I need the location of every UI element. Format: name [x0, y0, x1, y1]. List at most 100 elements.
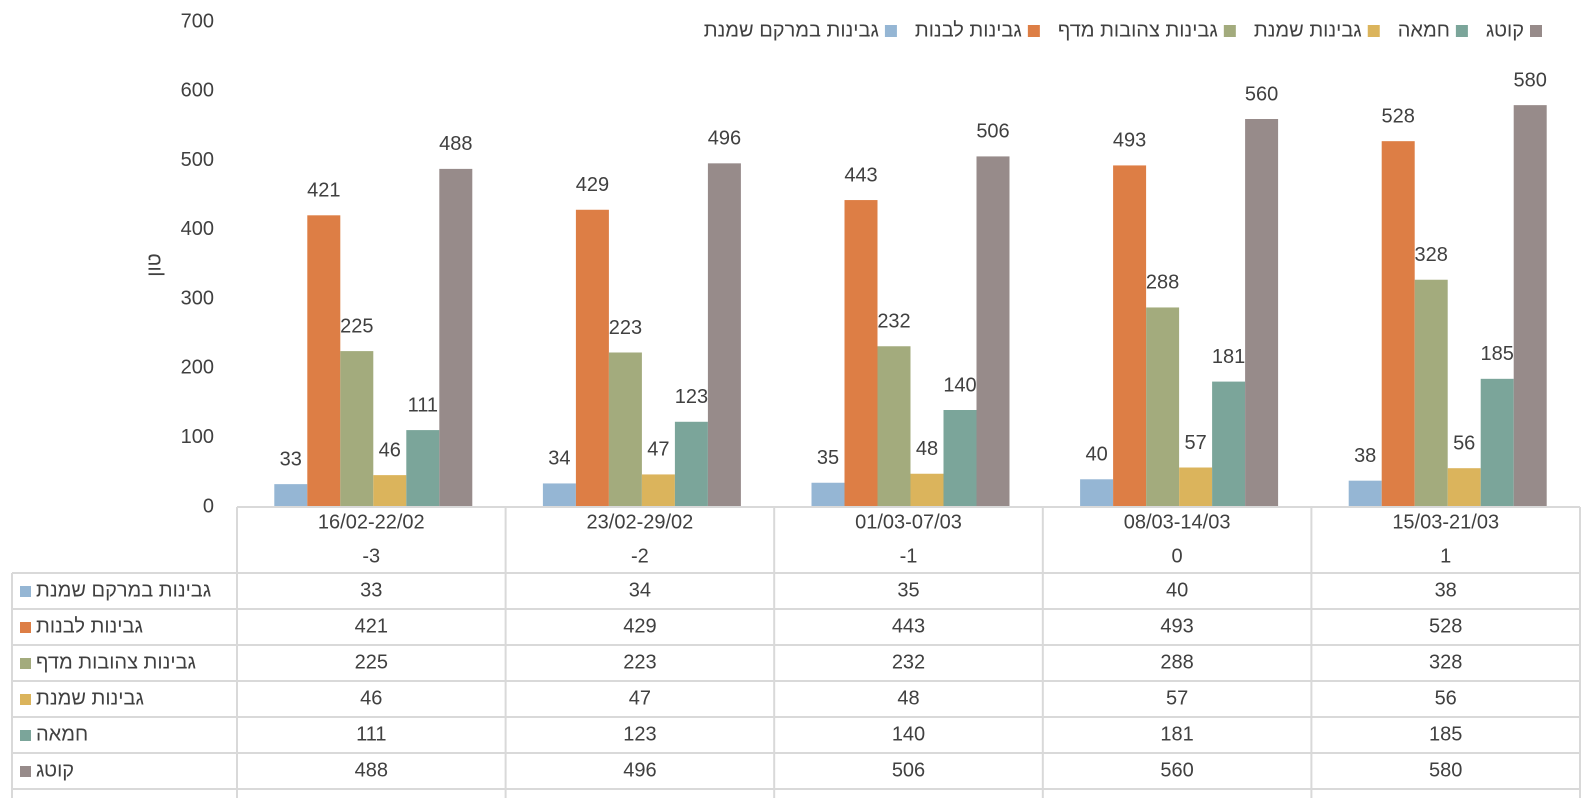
bar [811, 482, 845, 507]
data-label: 181 [1212, 346, 1245, 368]
legend-label: גבינות לבנות [915, 19, 1022, 41]
bar [1080, 479, 1114, 507]
y-axis-label: טון [143, 253, 165, 276]
x-tick-label: 01/03-07/03 [855, 511, 962, 533]
data-label: 506 [976, 121, 1009, 143]
table-cell: 57 [1166, 687, 1188, 709]
legend-label: גבינות צהובות מדף [1058, 19, 1218, 41]
data-label: 33 [280, 448, 302, 470]
bar [844, 200, 878, 508]
data-label: 57 [1184, 432, 1206, 454]
bar [910, 473, 944, 507]
data-label: 232 [877, 311, 910, 333]
table-cell: 429 [623, 615, 656, 637]
table-cell: 443 [892, 615, 925, 637]
bar [641, 474, 675, 507]
table-cell: 40 [1166, 579, 1188, 601]
legend-key [884, 25, 897, 37]
legend-key [20, 694, 31, 705]
legend-key [20, 658, 31, 669]
data-label: 140 [943, 374, 976, 396]
row-label: גבינות במרקם שמנת [36, 579, 211, 601]
table-cell: 580 [1429, 759, 1462, 781]
y-tick-label: 400 [181, 218, 214, 240]
x-tick-label: 23/02-29/02 [587, 511, 694, 533]
bar [406, 430, 440, 507]
data-label: 123 [675, 386, 708, 408]
table-cell: 223 [623, 651, 656, 673]
week-label: 1 [1440, 545, 1451, 567]
bar [877, 346, 911, 507]
legend-key [20, 586, 31, 597]
x-tick-label: 16/02-22/02 [318, 511, 425, 533]
bar [1113, 165, 1147, 507]
legend-label: חמאה [1398, 19, 1450, 41]
table-cell: 506 [892, 759, 925, 781]
bar [608, 352, 642, 507]
bar [976, 156, 1010, 507]
table-cell: 232 [892, 651, 925, 673]
table-cell: 38 [1435, 579, 1457, 601]
bar [1513, 105, 1547, 508]
bar [1212, 381, 1246, 507]
table-cell: 47 [629, 687, 651, 709]
bar [439, 168, 473, 507]
data-label: 225 [340, 315, 373, 337]
data-label: 56 [1453, 432, 1475, 454]
data-label: 560 [1245, 83, 1278, 105]
table-cell: 111 [356, 723, 386, 745]
table-cell: 493 [1160, 615, 1193, 637]
legend-key [20, 622, 31, 633]
table-cell: 34 [629, 579, 651, 601]
bar [274, 484, 308, 507]
y-tick-label: 500 [181, 149, 214, 171]
data-label: 493 [1113, 130, 1146, 152]
y-tick-label: 100 [181, 426, 214, 448]
data-label: 528 [1382, 105, 1415, 127]
y-tick-label: 200 [181, 357, 214, 379]
table-cell: 288 [1160, 651, 1193, 673]
table-cell: 46 [360, 687, 382, 709]
legend-key [1530, 25, 1542, 37]
table-cell: 328 [1429, 651, 1462, 673]
table-cell: 123 [623, 723, 656, 745]
data-label: 47 [647, 439, 669, 461]
data-label: 34 [548, 448, 570, 470]
bar [1179, 467, 1213, 507]
bar [674, 421, 708, 507]
data-label: 488 [439, 133, 472, 155]
data-label: 421 [307, 180, 340, 202]
bar [1348, 480, 1382, 507]
data-label: 443 [844, 164, 877, 186]
table-cell: 528 [1429, 615, 1462, 637]
week-label: -2 [631, 545, 649, 567]
data-label: 580 [1514, 69, 1547, 91]
legend-label: קוטג [1486, 19, 1524, 41]
data-label: 223 [609, 317, 642, 339]
x-tick-label: 08/03-14/03 [1124, 511, 1231, 533]
row-label: קוטג [36, 759, 74, 781]
bar [1447, 468, 1481, 507]
data-label: 111 [408, 394, 438, 416]
row-label: גבינות שמנת [36, 687, 144, 709]
legend-key [1027, 25, 1040, 37]
bar [373, 475, 407, 507]
week-label: -3 [362, 545, 380, 567]
table-cell: 225 [355, 651, 388, 673]
table-cell: 488 [355, 759, 388, 781]
legend-key [20, 730, 31, 741]
bar [307, 215, 341, 508]
table-cell: 496 [623, 759, 656, 781]
legend-key [1455, 25, 1468, 37]
data-label: 288 [1146, 272, 1179, 294]
week-label: 0 [1172, 545, 1183, 567]
legend-key [1367, 25, 1380, 37]
table-cell: 33 [360, 579, 382, 601]
row-label: חמאה [36, 723, 88, 745]
bar [1146, 307, 1180, 507]
bar [707, 163, 741, 508]
bar [1245, 119, 1279, 507]
x-tick-label: 15/03-21/03 [1392, 511, 1499, 533]
table-cell: 140 [892, 723, 925, 745]
